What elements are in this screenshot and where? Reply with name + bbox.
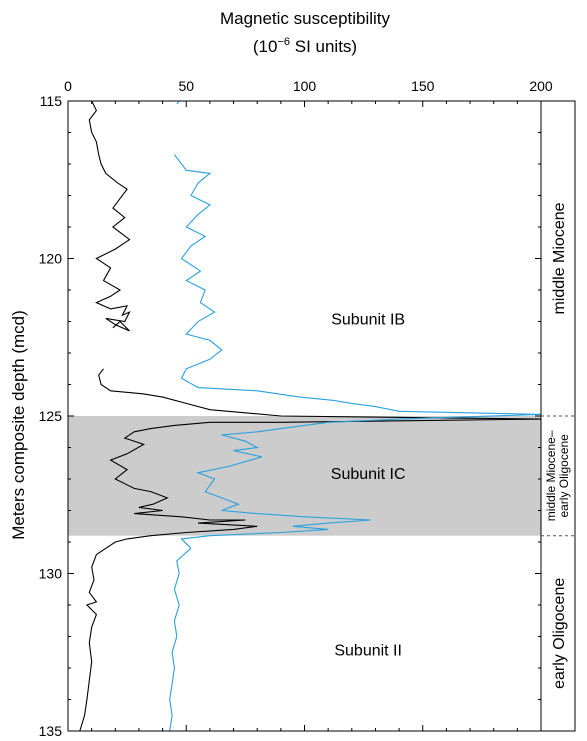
- y-tick-label: 135: [39, 723, 63, 739]
- series-0-line-points_d: [79, 554, 98, 732]
- age-label: early Oligocene: [551, 578, 568, 689]
- series-1-line-points: [176, 100, 180, 105]
- series-0-line-points_c: [96, 418, 542, 556]
- y-tick-label: 115: [40, 93, 63, 109]
- shaded-band-rect: [68, 416, 541, 536]
- subunit-labels: Subunit IB Subunit IC Subunit II: [331, 312, 406, 660]
- y-tick-label: 130: [39, 566, 63, 582]
- age-label-line: early Oligocene: [551, 578, 568, 689]
- x-tick-label: 50: [178, 78, 194, 94]
- title-units-prefix: (10: [253, 37, 278, 56]
- series-0-line-points: [88, 100, 131, 332]
- series-1-line-points_b: [173, 154, 542, 415]
- axis-ticks: 0 50 100 150 200 115 120 125 130 135: [39, 78, 553, 739]
- title-units-suffix: SI units): [290, 37, 357, 56]
- series-layer: [79, 100, 542, 732]
- age-label-line: middle Miocene: [551, 202, 568, 314]
- y-tick-label: 125: [39, 408, 63, 424]
- subunit-label: Subunit IC: [331, 466, 406, 483]
- series-0-line-points_b: [98, 368, 542, 420]
- age-label-line: early Oligocene: [557, 434, 571, 518]
- chart-title-line1: Magnetic susceptibility: [220, 9, 391, 28]
- y-tick-label: 120: [39, 251, 63, 267]
- x-tick-label: 150: [411, 78, 435, 94]
- chart-title-line2: (10−6 SI units): [253, 36, 357, 56]
- title-units-exponent: −6: [277, 36, 290, 48]
- x-tick-label: 0: [64, 78, 72, 94]
- x-tick-label: 100: [293, 78, 317, 94]
- shaded-depth-band: [68, 416, 541, 536]
- series-1-line-points_d: [169, 547, 192, 732]
- age-label: middle Miocene: [551, 202, 568, 314]
- age-label-line: middle Miocene–: [544, 430, 558, 521]
- age-label: middle Miocene–early Oligocene: [544, 430, 571, 521]
- subunit-label: Subunit IB: [331, 312, 405, 329]
- y-axis-label: Meters composite depth (mcd): [9, 310, 28, 540]
- x-tick-label: 200: [529, 78, 553, 94]
- subunit-label: Subunit II: [334, 642, 402, 659]
- series-1-line-points_c: [180, 413, 542, 549]
